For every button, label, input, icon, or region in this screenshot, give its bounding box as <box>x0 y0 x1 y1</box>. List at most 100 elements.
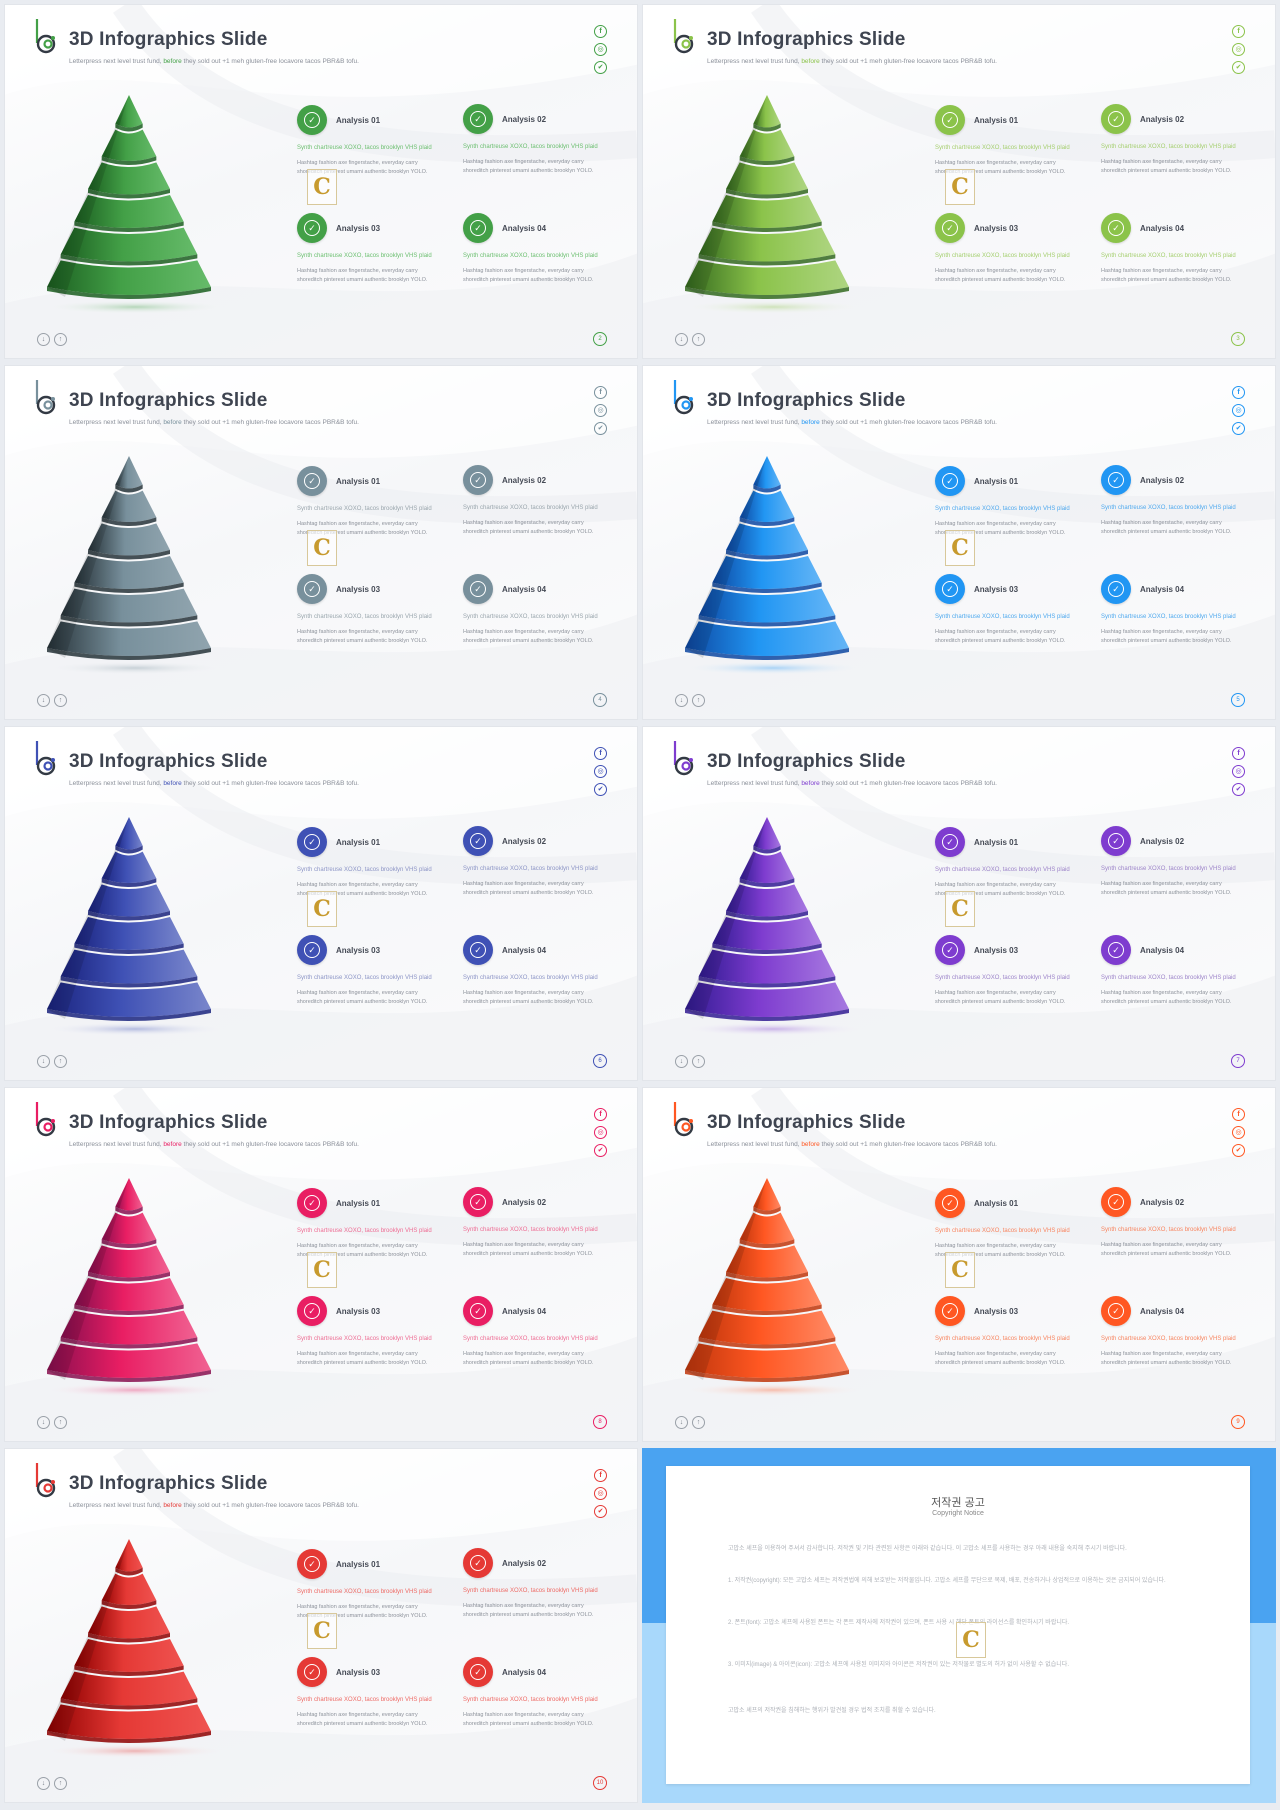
arrow-down-icon[interactable]: ↓ <box>675 333 688 346</box>
pyramid-layer <box>47 621 211 656</box>
social-links: f ◎ ✔ <box>594 747 607 796</box>
analysis-body-text: Hashtag fashion axe fingerstache, everyd… <box>297 160 428 176</box>
facebook-icon[interactable]: f <box>594 1469 607 1482</box>
page-number: 5 <box>1231 693 1245 707</box>
pyramid-layer-edge <box>739 1239 795 1248</box>
social-links: f ◎ ✔ <box>1232 386 1245 435</box>
pyramid-layer <box>739 1212 795 1244</box>
arrow-up-icon[interactable]: ↑ <box>54 333 67 346</box>
arrow-down-icon[interactable]: ↓ <box>37 333 50 346</box>
slide-navigation: ↓ ↑ <box>37 1055 67 1068</box>
pyramid-layer <box>101 1212 157 1244</box>
arrow-down-icon[interactable]: ↓ <box>37 1416 50 1429</box>
pyramid-layer <box>698 1310 836 1345</box>
twitter-icon[interactable]: ✔ <box>1232 783 1245 796</box>
brand-logo-icon <box>35 19 56 54</box>
arrow-down-icon[interactable]: ↓ <box>37 1777 50 1790</box>
slide-title: 3D Infographics Slide <box>69 390 268 411</box>
arrow-up-icon[interactable]: ↑ <box>692 333 705 346</box>
instagram-icon[interactable]: ◎ <box>594 1487 607 1500</box>
twitter-icon[interactable]: ✔ <box>594 422 607 435</box>
facebook-icon[interactable]: f <box>1232 747 1245 760</box>
arrow-up-icon[interactable]: ↑ <box>54 1055 67 1068</box>
analysis-label: Analysis 04 <box>1140 945 1185 955</box>
instagram-icon[interactable]: ◎ <box>1232 404 1245 417</box>
arrow-down-icon[interactable]: ↓ <box>675 1416 688 1429</box>
arrow-down-icon[interactable]: ↓ <box>37 1055 50 1068</box>
watermark-logo: C <box>945 1252 975 1288</box>
slides-grid: 3D Infographics Slide Letterpress next l… <box>4 4 1276 1806</box>
twitter-icon[interactable]: ✔ <box>594 1505 607 1518</box>
analysis-label: Analysis 03 <box>974 584 1019 594</box>
check-icon: ✓ <box>297 213 327 243</box>
arrow-down-icon[interactable]: ↓ <box>675 1055 688 1068</box>
pyramid-layer-edge <box>712 221 822 232</box>
arrow-up-icon[interactable]: ↑ <box>692 694 705 707</box>
instagram-icon[interactable]: ◎ <box>1232 43 1245 56</box>
analysis-item-2: ✓ Analysis 02 Synth chartreuse XOXO, tacos… <box>463 1187 613 1260</box>
watermark-logo: C <box>307 891 337 927</box>
analysis-body-text: Hashtag fashion axe fingerstache, everyd… <box>463 1351 594 1367</box>
pyramid-layer-edge <box>101 1600 157 1609</box>
analysis-body-text: Hashtag fashion axe fingerstache, everyd… <box>297 1351 428 1367</box>
analysis-label: Analysis 04 <box>502 223 547 233</box>
analysis-body-text: Hashtag fashion axe fingerstache, everyd… <box>463 990 594 1006</box>
arrow-up-icon[interactable]: ↑ <box>692 1055 705 1068</box>
infographic-slide-10: 3D Infographics Slide Letterpress next l… <box>4 1448 638 1803</box>
arrow-up-icon[interactable]: ↑ <box>54 1777 67 1790</box>
pyramid-layer <box>60 227 198 262</box>
arrow-up-icon[interactable]: ↑ <box>54 694 67 707</box>
analysis-label: Analysis 02 <box>502 836 547 846</box>
check-icon: ✓ <box>463 1296 493 1326</box>
arrow-up-icon[interactable]: ↑ <box>692 1416 705 1429</box>
pyramid-layer <box>74 556 184 589</box>
facebook-icon[interactable]: f <box>594 1108 607 1121</box>
check-icon: ✓ <box>935 466 965 496</box>
pyramid-layer-edge <box>47 648 211 660</box>
check-icon: ✓ <box>463 465 493 495</box>
check-icon: ✓ <box>297 935 327 965</box>
analysis-highlight-text: Synth chartreuse XOXO, tacos brooklyn VH… <box>935 145 1070 151</box>
analysis-label: Analysis 03 <box>974 945 1019 955</box>
analysis-label: Analysis 01 <box>336 1198 381 1208</box>
instagram-icon[interactable]: ◎ <box>594 765 607 778</box>
analysis-highlight-text: Synth chartreuse XOXO, tacos brooklyn VH… <box>297 506 432 512</box>
facebook-icon[interactable]: f <box>1232 386 1245 399</box>
analysis-item-1: ✓ Analysis 01 Synth chartreuse XOXO, tacos… <box>935 466 1085 539</box>
analysis-highlight-text: Synth chartreuse XOXO, tacos brooklyn VH… <box>463 975 598 981</box>
check-icon: ✓ <box>463 935 493 965</box>
facebook-icon[interactable]: f <box>594 386 607 399</box>
watermark-logo: C <box>307 169 337 205</box>
analysis-highlight-text: Synth chartreuse XOXO, tacos brooklyn VH… <box>1101 866 1236 872</box>
notice-paper: 저작권 공고 Copyright Notice 고맙소 셰프을 이용하여 주셔서… <box>666 1466 1250 1784</box>
pyramid-shade <box>47 456 129 658</box>
instagram-icon[interactable]: ◎ <box>594 43 607 56</box>
instagram-icon[interactable]: ◎ <box>594 404 607 417</box>
pyramid-layer <box>88 162 170 195</box>
analysis-item-3: ✓ Analysis 03 Synth chartreuse XOXO, tacos… <box>935 1296 1085 1369</box>
arrow-down-icon[interactable]: ↓ <box>37 694 50 707</box>
twitter-icon[interactable]: ✔ <box>1232 1144 1245 1157</box>
instagram-icon[interactable]: ◎ <box>594 1126 607 1139</box>
slide-navigation: ↓ ↑ <box>37 1777 67 1790</box>
pyramid-layer-edge <box>47 1009 211 1021</box>
twitter-icon[interactable]: ✔ <box>1232 61 1245 74</box>
facebook-icon[interactable]: f <box>594 747 607 760</box>
social-links: f ◎ ✔ <box>594 25 607 74</box>
slide-title: 3D Infographics Slide <box>69 1112 268 1133</box>
twitter-icon[interactable]: ✔ <box>594 1144 607 1157</box>
facebook-icon[interactable]: f <box>1232 1108 1245 1121</box>
twitter-icon[interactable]: ✔ <box>594 783 607 796</box>
facebook-icon[interactable]: f <box>1232 25 1245 38</box>
check-icon: ✓ <box>1101 1296 1131 1326</box>
check-icon: ✓ <box>297 1549 327 1579</box>
instagram-icon[interactable]: ◎ <box>1232 765 1245 778</box>
twitter-icon[interactable]: ✔ <box>1232 422 1245 435</box>
instagram-icon[interactable]: ◎ <box>1232 1126 1245 1139</box>
social-links: f ◎ ✔ <box>1232 747 1245 796</box>
facebook-icon[interactable]: f <box>594 25 607 38</box>
pyramid-layer-edge <box>47 287 211 299</box>
arrow-down-icon[interactable]: ↓ <box>675 694 688 707</box>
arrow-up-icon[interactable]: ↑ <box>54 1416 67 1429</box>
twitter-icon[interactable]: ✔ <box>594 61 607 74</box>
